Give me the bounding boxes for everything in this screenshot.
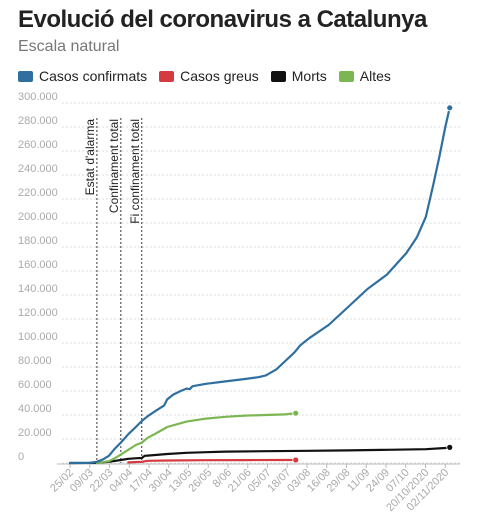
- series-line-2: [68, 446, 451, 465]
- series-line-0: [68, 106, 451, 465]
- y-tick-label: 160.000: [18, 259, 58, 271]
- chart-subtitle: Escala natural: [18, 38, 120, 55]
- series-line-1: [127, 458, 297, 464]
- legend-item-greus[interactable]: Casos greus: [159, 68, 259, 84]
- y-tick-label: 300.000: [18, 91, 58, 103]
- series-endpoint-0: [446, 104, 454, 112]
- legend-item-morts[interactable]: Morts: [270, 68, 327, 84]
- y-tick-label: 200.000: [18, 211, 58, 223]
- y-tick-label: 80.000: [18, 355, 52, 367]
- y-tick-label: 120.000: [18, 307, 58, 319]
- legend-label-altes: Altes: [359, 68, 391, 84]
- x-tick-label: 26/05: [186, 467, 214, 495]
- y-tick-label: 180.000: [18, 235, 58, 247]
- legend-swatch-greus: [159, 70, 175, 82]
- y-tick-label: 140.000: [18, 283, 58, 295]
- y-tick-label: 0: [18, 451, 24, 463]
- y-tick-label: 240.000: [18, 163, 58, 175]
- legend-label-morts: Morts: [291, 68, 327, 84]
- y-tick-label: 280.000: [18, 115, 58, 127]
- legend-swatch-altes: [338, 70, 354, 82]
- y-tick-label: 40.000: [18, 403, 52, 415]
- legend-item-altes[interactable]: Altes: [338, 68, 391, 84]
- series-endpoint-3: [292, 409, 300, 417]
- series-endpoint-1: [292, 456, 300, 464]
- series-line-3: [95, 412, 297, 465]
- y-tick-label: 260.000: [18, 139, 58, 151]
- legend-label-greus: Casos greus: [180, 68, 259, 84]
- legend-label-confirmats: Casos confirmats: [39, 68, 148, 84]
- y-tick-label: 220.000: [18, 187, 58, 199]
- chart-title: Evolució del coronavirus a Catalunya: [18, 6, 427, 33]
- annotation-label: Confinament total: [107, 119, 121, 213]
- y-tick-label: 60.000: [18, 379, 52, 391]
- annotation-label: Estat d'alarma: [83, 119, 97, 196]
- series-endpoint-2: [446, 443, 454, 451]
- y-tick-label: 100.000: [18, 331, 58, 343]
- legend-item-confirmats[interactable]: Casos confirmats: [18, 68, 147, 84]
- legend: Casos confirmats Casos greus Morts Altes: [18, 68, 391, 84]
- annotation-label: Fi confinament total: [128, 119, 142, 224]
- y-tick-label: 20.000: [18, 427, 52, 439]
- legend-swatch-morts: [270, 70, 286, 82]
- x-tick-label: 29/08: [325, 467, 353, 495]
- legend-swatch-confirmats: [18, 70, 33, 82]
